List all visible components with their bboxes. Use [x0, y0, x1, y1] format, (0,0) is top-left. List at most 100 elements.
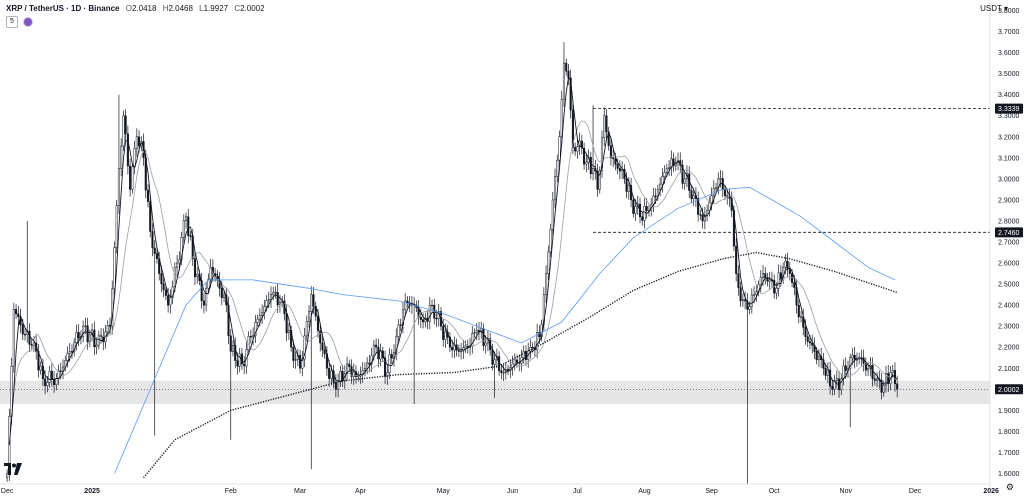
- candle: [480, 321, 483, 339]
- candle-body: [585, 161, 588, 165]
- candle-body: [833, 380, 836, 390]
- candle-body: [57, 370, 60, 380]
- candle: [269, 286, 273, 308]
- candle: [562, 42, 566, 107]
- candle-body: [565, 62, 568, 72]
- candle-body: [652, 195, 655, 205]
- candle: [692, 188, 695, 206]
- candle-body: [625, 178, 628, 192]
- candle: [826, 362, 829, 384]
- y-tick-label: 3.8000: [998, 8, 1020, 15]
- candle-body: [835, 378, 838, 381]
- candle: [305, 315, 308, 342]
- candle: [256, 314, 259, 327]
- candle-body: [430, 304, 434, 307]
- candle-body: [708, 202, 711, 211]
- candle: [357, 371, 360, 382]
- candle-body: [824, 368, 827, 376]
- candle: [782, 262, 785, 284]
- candle-body: [612, 157, 615, 160]
- candle-body: [428, 304, 431, 322]
- candle-body: [592, 168, 595, 175]
- candle-body: [39, 365, 42, 371]
- x-tick-label: Oct: [769, 488, 780, 495]
- candle-body: [272, 292, 275, 295]
- candle: [690, 185, 693, 204]
- candle: [307, 305, 311, 328]
- candle-body: [202, 300, 205, 306]
- candle: [835, 370, 838, 389]
- candle-body: [808, 341, 812, 344]
- candle-body: [515, 359, 519, 363]
- candle-body: [491, 349, 494, 365]
- candle: [346, 356, 349, 382]
- candle-body: [574, 147, 577, 152]
- candle-body: [12, 309, 15, 367]
- candle-body: [231, 344, 235, 352]
- candle-body: [493, 359, 496, 365]
- candle: [466, 339, 469, 354]
- candle-body: [316, 315, 320, 332]
- candle: [321, 336, 324, 357]
- candle: [596, 163, 599, 197]
- price-tag-bg: [995, 384, 1023, 395]
- candle-body: [609, 145, 612, 159]
- candle-body: [75, 332, 78, 343]
- candle-body: [77, 332, 80, 339]
- candle-body: [466, 345, 469, 348]
- candle: [451, 339, 454, 358]
- x-tick-label: Jun: [507, 488, 518, 495]
- candle: [585, 153, 588, 173]
- candle: [817, 349, 820, 367]
- currency-label[interactable]: USDT: [980, 4, 1002, 13]
- candle: [48, 365, 51, 388]
- candle-body: [480, 328, 483, 333]
- candle: [299, 349, 302, 374]
- price-tag-label: 3.3339: [998, 106, 1020, 113]
- candle-body: [6, 473, 9, 478]
- candle: [777, 264, 780, 297]
- candle-body: [117, 168, 120, 206]
- gear-icon[interactable]: ⚙: [1005, 482, 1014, 492]
- layout-button[interactable]: 5: [6, 16, 18, 28]
- candle: [124, 109, 127, 141]
- candle-body: [149, 201, 152, 232]
- symbol-title[interactable]: XRP / TetherUS · 1D · Binance: [6, 4, 120, 13]
- indicator-icon[interactable]: [23, 18, 32, 26]
- y-tick-label: 2.8000: [998, 218, 1020, 225]
- candle: [598, 166, 601, 194]
- candle: [189, 231, 192, 241]
- candle-body: [723, 189, 727, 196]
- candle: [545, 265, 548, 304]
- candle: [428, 297, 431, 330]
- candle-body: [654, 195, 657, 198]
- candle: [301, 350, 304, 377]
- candle-body: [352, 371, 355, 377]
- price-tag-bg: [995, 227, 1023, 238]
- candle: [238, 347, 241, 373]
- y-tick-label: 2.1000: [998, 366, 1020, 373]
- candle: [513, 353, 516, 371]
- candle-body: [301, 358, 304, 369]
- candle-body: [753, 294, 756, 296]
- candle: [457, 344, 460, 358]
- candle-body: [138, 136, 141, 147]
- candle-body: [164, 289, 167, 296]
- candle-body: [831, 385, 834, 390]
- candle: [766, 272, 769, 287]
- candle-body: [842, 365, 845, 380]
- x-tick-label: Dec: [1, 488, 14, 495]
- candle-body: [880, 379, 883, 393]
- candle-body: [551, 199, 554, 230]
- candle-body: [744, 299, 747, 302]
- candle-body: [229, 335, 232, 352]
- ma-long-line: [114, 186, 896, 474]
- currency-selector[interactable]: USDT ▾: [980, 4, 1008, 13]
- candle-body: [513, 359, 516, 365]
- candle-body: [844, 365, 847, 371]
- candle: [873, 373, 876, 386]
- candle-body: [243, 363, 246, 367]
- candle-body: [482, 328, 485, 346]
